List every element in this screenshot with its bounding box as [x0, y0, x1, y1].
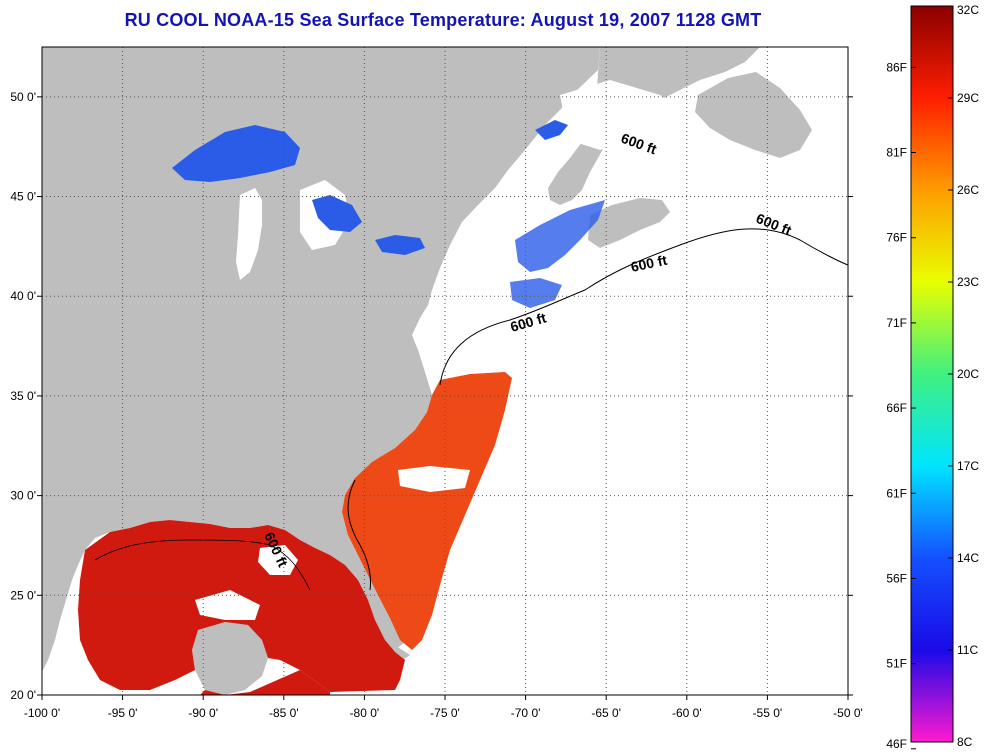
colorbar-label-fahrenheit: 46F: [886, 737, 907, 751]
x-tick-label: -75 0': [430, 706, 460, 720]
st-lawrence-estuary: [560, 80, 690, 150]
x-tick-label: -85 0': [269, 706, 299, 720]
x-tick-label: -90 0': [188, 706, 218, 720]
x-tick-label: -60 0': [672, 706, 702, 720]
colorbar-label-celsius: 8C: [957, 735, 973, 749]
map-title: RU COOL NOAA-15 Sea Surface Temperature:…: [124, 10, 762, 30]
colorbar-label-celsius: 14C: [957, 551, 979, 565]
x-tick-label: -65 0': [591, 706, 621, 720]
sst-atlantic-swath: [342, 372, 512, 650]
colorbar-label-celsius: 20C: [957, 367, 979, 381]
y-tick-label: 20 0': [10, 688, 36, 702]
sst-lake-huron: [312, 195, 362, 232]
cloud-gap: [195, 590, 260, 620]
y-tick-label: 25 0': [10, 588, 36, 602]
colorbar-label-fahrenheit: 51F: [886, 657, 907, 671]
x-tick-label: -50 0': [833, 706, 863, 720]
colorbar-label-celsius: 26C: [957, 183, 979, 197]
x-tick-label: -70 0': [511, 706, 541, 720]
y-tick-label: 50 0': [10, 90, 36, 104]
colorbar-label-fahrenheit: 61F: [886, 486, 907, 500]
colorbar-label-celsius: 11C: [957, 643, 978, 657]
colorbar-label-fahrenheit: 71F: [886, 316, 907, 330]
cloud-gap: [258, 545, 298, 575]
sst-gulf-of-maine: [515, 200, 605, 272]
y-tick-label: 45 0': [10, 190, 36, 204]
colorbar-label-celsius: 29C: [957, 91, 979, 105]
x-tick-label: -100 0': [24, 706, 60, 720]
land-newfoundland: [695, 72, 812, 158]
contour-600-ft-gulf: [94, 539, 311, 591]
colorbar-label-fahrenheit: 81F: [886, 146, 907, 160]
x-tick-label: -95 0': [108, 706, 138, 720]
colorbar-label-celsius: 23C: [957, 275, 979, 289]
colorbar-label-celsius: 17C: [957, 459, 979, 473]
land-north-america: [42, 47, 600, 672]
sst-lake-superior: [172, 125, 300, 182]
land-nova-scotia: [588, 198, 670, 248]
sst-st-lawrence: [535, 120, 568, 140]
y-tick-label: 30 0': [10, 489, 36, 503]
colorbar-label-fahrenheit: 76F: [886, 231, 907, 245]
contour-600-ft: [347, 228, 848, 591]
colorbar-label-fahrenheit: 56F: [886, 571, 907, 585]
ocean-no-data-region: [405, 180, 848, 695]
sst-caribbean: [200, 670, 330, 695]
colorbar-label-celsius: 32C: [957, 3, 979, 17]
y-tick-label: 35 0': [10, 389, 36, 403]
sst-georges-bank: [510, 278, 562, 308]
y-tick-label: 40 0': [10, 289, 36, 303]
sst-lake-ontario: [375, 235, 425, 255]
x-tick-label: -80 0': [350, 706, 380, 720]
colorbar-gradient: [910, 5, 954, 743]
colorbar-label-fahrenheit: 66F: [886, 401, 907, 415]
contour-label: 600 ft: [629, 252, 668, 275]
lake-michigan: [236, 188, 262, 280]
colorbar-label-fahrenheit: 86F: [886, 60, 907, 74]
x-tick-label: -55 0': [753, 706, 783, 720]
cloud-gap: [398, 466, 470, 492]
land-yucatan: [192, 622, 268, 695]
